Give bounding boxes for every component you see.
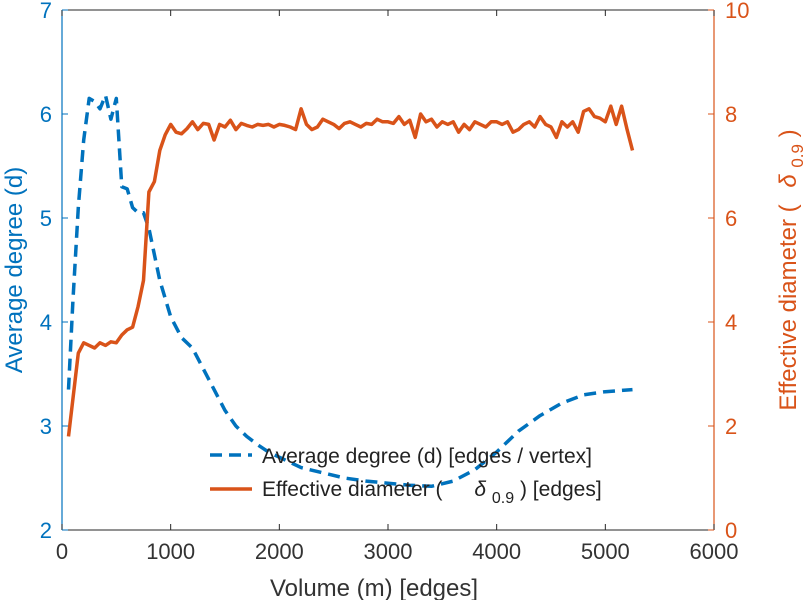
- y-left-tick-label: 4: [40, 310, 52, 335]
- plot-area: [62, 10, 714, 530]
- y-right-tick-label: 4: [725, 310, 737, 335]
- x-tick-label: 3000: [364, 539, 413, 564]
- x-tick-label: 2000: [255, 539, 304, 564]
- y-left-tick-label: 2: [40, 518, 52, 543]
- legend-label-effective-diameter-symbol: δ: [474, 478, 486, 501]
- legend-label-average-degree: Average degree (d) [edges / vertex]: [262, 445, 592, 468]
- legend-label-effective-diameter-prefix: Effective diameter (: [262, 478, 443, 501]
- y-axis-right-label-symbol: δ: [775, 174, 802, 188]
- series-line-effective-diameter: [66, 104, 635, 437]
- y-left-tick-label: 6: [40, 102, 52, 127]
- y-axis-right-label-subscript: 0.9: [788, 144, 807, 168]
- y-axis-right-label-prefix: Effective diameter (: [775, 204, 802, 410]
- x-axis-label: Volume (m) [edges]: [270, 575, 478, 600]
- y-right-tick-label: 8: [725, 102, 737, 127]
- y-left-tick-label: 7: [40, 0, 52, 23]
- x-tick-label: 5000: [581, 539, 630, 564]
- y-axis-right-label-suffix: ): [775, 129, 802, 137]
- x-tick-label: 6000: [690, 539, 739, 564]
- y-left-tick-label: 3: [40, 414, 52, 439]
- y-right-tick-label: 6: [725, 206, 737, 231]
- legend: Average degree (d) [edges / vertex] Effe…: [210, 445, 602, 508]
- series-line-average-degree: [66, 93, 633, 489]
- x-tick-label: 1000: [146, 539, 195, 564]
- x-tick-label: 0: [56, 539, 68, 564]
- y-right-tick-label: 0: [725, 518, 737, 543]
- y-right-tick-label: 10: [725, 0, 749, 23]
- y-right-tick-label: 2: [725, 414, 737, 439]
- y-axis-right-label: Effective diameter ( δ 0.9 ): [775, 129, 809, 410]
- legend-label-effective-diameter-suffix: ) [edges]: [520, 478, 602, 501]
- y-axis-left-label: Average degree (d): [1, 167, 28, 373]
- legend-label-effective-diameter: Effective diameter ( δ 0.9 ) [edges]: [262, 478, 602, 508]
- legend-label-effective-diameter-subscript: 0.9: [492, 490, 514, 507]
- x-tick-label: 4000: [472, 539, 521, 564]
- y-left-tick-label: 5: [40, 206, 52, 231]
